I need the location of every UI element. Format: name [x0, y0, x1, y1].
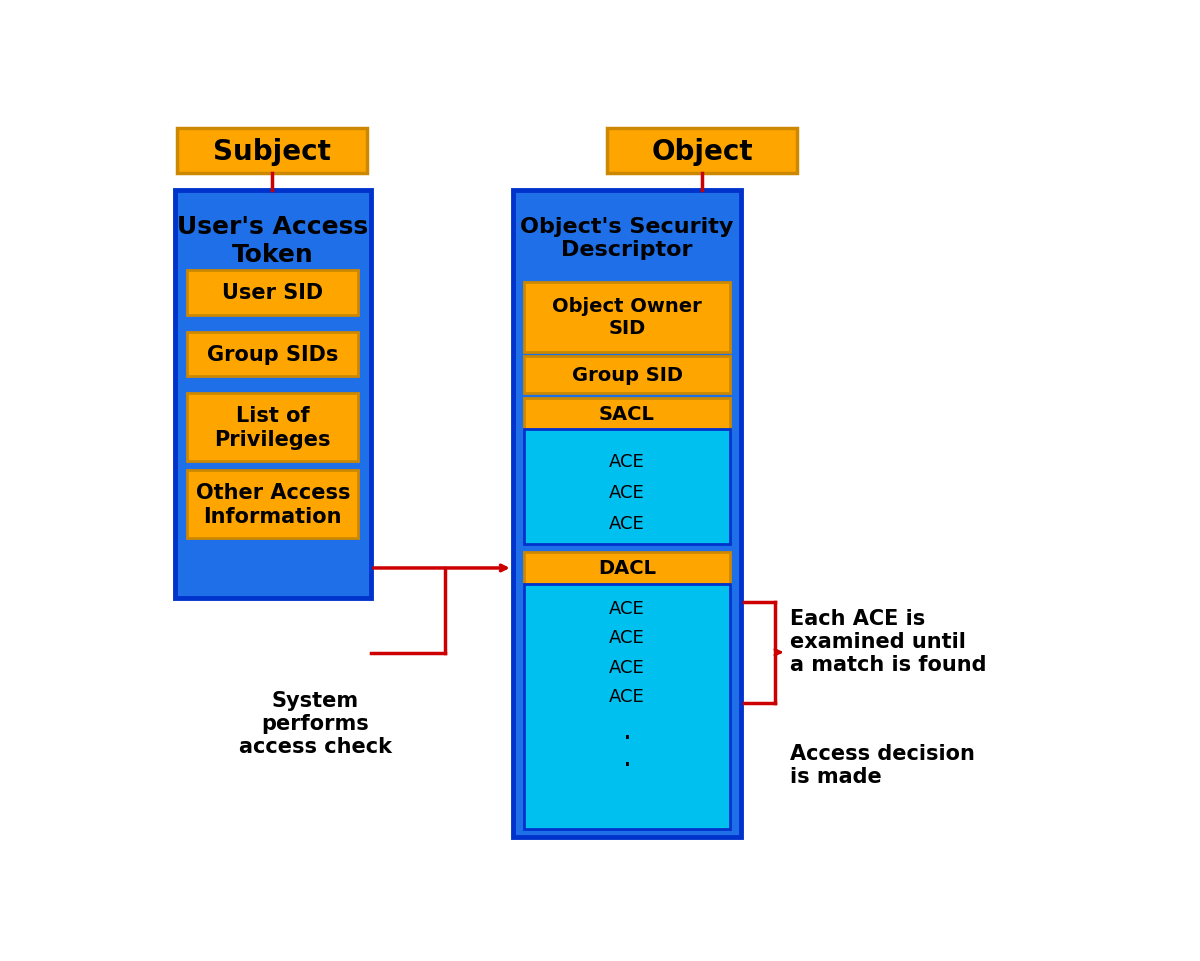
Text: Group SID: Group SID [571, 366, 683, 384]
Text: Each ACE is
examined until
a match is found: Each ACE is examined until a match is fo… [790, 608, 986, 675]
FancyBboxPatch shape [523, 430, 731, 545]
Text: DACL: DACL [598, 559, 656, 578]
FancyBboxPatch shape [187, 471, 359, 538]
Text: ACE: ACE [610, 514, 644, 532]
Text: .: . [623, 744, 631, 772]
Text: Access decision
is made: Access decision is made [790, 743, 976, 786]
Text: ACE: ACE [610, 687, 644, 705]
Text: User's Access
Token: User's Access Token [178, 215, 368, 266]
Text: Object's Security
Descriptor: Object's Security Descriptor [521, 217, 733, 260]
Text: Other Access
Information: Other Access Information [196, 483, 350, 526]
Text: List of
Privileges: List of Privileges [215, 407, 331, 449]
Text: Object Owner
SID: Object Owner SID [552, 297, 702, 338]
FancyBboxPatch shape [523, 283, 731, 353]
Text: ACE: ACE [610, 628, 644, 647]
Text: .: . [623, 717, 631, 745]
Text: ACE: ACE [610, 658, 644, 676]
Text: ACE: ACE [610, 483, 644, 502]
FancyBboxPatch shape [523, 553, 731, 584]
Text: System
performs
access check: System performs access check [239, 690, 392, 756]
FancyBboxPatch shape [187, 271, 359, 315]
Text: Group SIDs: Group SIDs [208, 345, 338, 364]
FancyBboxPatch shape [175, 190, 371, 599]
FancyBboxPatch shape [523, 357, 731, 394]
FancyBboxPatch shape [187, 394, 359, 461]
FancyBboxPatch shape [523, 584, 731, 829]
Text: Object: Object [652, 137, 754, 165]
FancyBboxPatch shape [512, 190, 742, 837]
FancyBboxPatch shape [187, 333, 359, 377]
FancyBboxPatch shape [607, 129, 797, 174]
Text: ACE: ACE [610, 600, 644, 617]
FancyBboxPatch shape [178, 129, 367, 174]
Text: SACL: SACL [599, 405, 655, 423]
Text: User SID: User SID [222, 283, 324, 303]
Text: Subject: Subject [214, 137, 331, 165]
Text: ACE: ACE [610, 453, 644, 471]
FancyBboxPatch shape [523, 399, 731, 430]
